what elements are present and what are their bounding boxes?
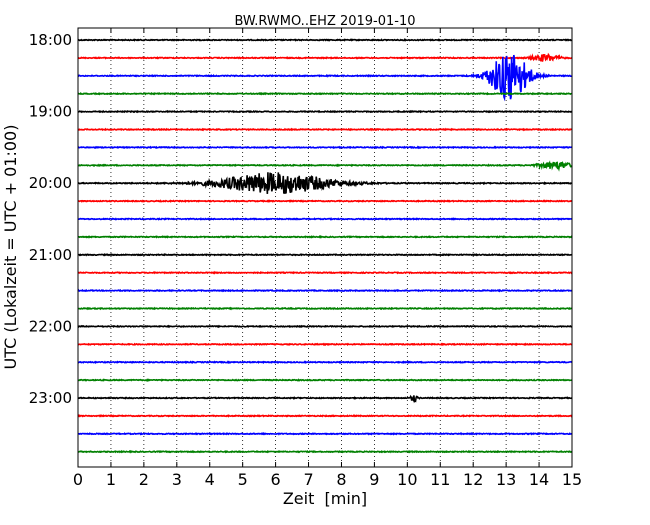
trace-2115 xyxy=(77,270,573,275)
trace-2315 xyxy=(77,414,573,418)
x-tick-label: 2 xyxy=(139,470,149,489)
x-tick-label: 3 xyxy=(172,470,182,489)
trace-1915 xyxy=(77,127,573,132)
x-axis-ticks: 0 1 2 3 4 5 6 7 8 9 10 11 12 13 14 15 xyxy=(73,28,582,489)
trace-1830 xyxy=(77,54,573,102)
trace-2130 xyxy=(77,288,573,293)
x-tick-label: 15 xyxy=(562,470,582,489)
x-tick-label: 9 xyxy=(369,470,379,489)
y-tick-label: 21:00 xyxy=(29,246,72,264)
x-tick-label: 5 xyxy=(238,470,248,489)
trace-2230 xyxy=(77,360,573,365)
trace-1845 xyxy=(77,91,573,96)
trace-1900 xyxy=(77,109,573,114)
x-tick-label: 8 xyxy=(336,470,346,489)
x-tick-label: 1 xyxy=(106,470,116,489)
y-tick-label: 18:00 xyxy=(29,31,72,49)
trace-2100 xyxy=(77,252,573,257)
trace-1800 xyxy=(77,38,573,42)
x-tick-label: 4 xyxy=(205,470,215,489)
trace-2245 xyxy=(77,378,573,382)
x-tick-label: 10 xyxy=(397,470,417,489)
x-tick-label: 0 xyxy=(73,470,83,489)
y-tick-label: 23:00 xyxy=(29,389,72,407)
x-axis-label: Zeit [min] xyxy=(283,489,367,508)
trace-2345 xyxy=(77,449,573,454)
plot-frame xyxy=(77,27,573,468)
trace-2030 xyxy=(77,217,573,221)
y-axis-label: UTC (Lokalzeit = UTC + 01:00) xyxy=(1,125,20,370)
trace-2015 xyxy=(77,199,573,203)
x-tick-label: 6 xyxy=(271,470,281,489)
x-tick-label: 7 xyxy=(303,470,313,489)
y-tick-label: 19:00 xyxy=(29,103,72,121)
trace-2045 xyxy=(77,235,573,239)
trace-2200 xyxy=(77,324,573,329)
x-tick-label: 14 xyxy=(529,470,549,489)
trace-2000 xyxy=(77,172,573,194)
chart-title: BW.RWMO..EHZ 2019-01-10 xyxy=(234,14,415,29)
x-tick-label: 12 xyxy=(463,470,483,489)
x-tick-label: 11 xyxy=(430,470,450,489)
trace-2215 xyxy=(77,342,573,347)
trace-2145 xyxy=(77,306,573,311)
y-tick-label: 22:00 xyxy=(29,317,72,335)
trace-2330 xyxy=(77,431,573,436)
y-axis-ticks: 18:00 19:00 20:00 21:00 22:00 23:00 xyxy=(29,31,572,407)
y-tick-label: 20:00 xyxy=(29,174,72,192)
x-tick-label: 13 xyxy=(496,470,516,489)
trace-1945 xyxy=(77,160,573,172)
trace-2300 xyxy=(77,394,573,404)
trace-1815 xyxy=(77,52,573,62)
traces xyxy=(77,38,573,454)
trace-1930 xyxy=(77,145,573,150)
